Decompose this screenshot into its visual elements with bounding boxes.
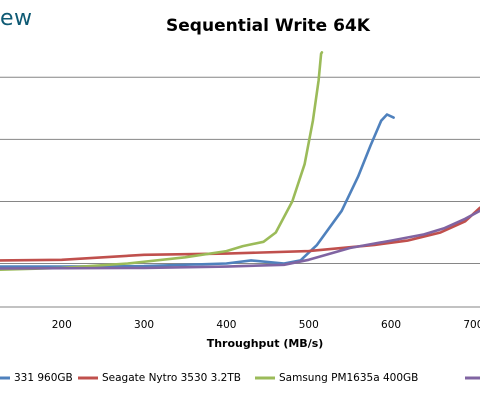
x-tick-label-400: 400 <box>216 319 236 331</box>
legend-label-1: 331 960GB <box>14 372 73 384</box>
x-tick-labels: 200 300 400 500 600 700 <box>52 319 480 331</box>
x-tick-label-600: 600 <box>381 319 401 331</box>
series-line-2 <box>0 206 480 262</box>
series-lines <box>0 51 480 272</box>
grid-lines <box>0 76 480 265</box>
legend-label-3: Samsung PM1635a 400GB <box>279 372 418 384</box>
chart-title: Sequential Write 64K <box>166 16 370 36</box>
series-line-3 <box>0 51 324 272</box>
site-logo: ew <box>0 6 33 31</box>
x-tick-label-700: 700 <box>463 319 480 331</box>
series-line-4 <box>0 209 480 270</box>
legend: 331 960GB Seagate Nytro 3530 3.2TB Samsung… <box>0 372 480 384</box>
legend-label-2: Seagate Nytro 3530 3.2TB <box>102 372 241 384</box>
x-tick-label-200: 200 <box>52 319 72 331</box>
x-axis-title: Throughput (MB/s) <box>207 337 324 350</box>
x-tick-label-300: 300 <box>134 319 154 331</box>
series-line-1 <box>0 113 395 268</box>
x-tick-label-500: 500 <box>299 319 319 331</box>
